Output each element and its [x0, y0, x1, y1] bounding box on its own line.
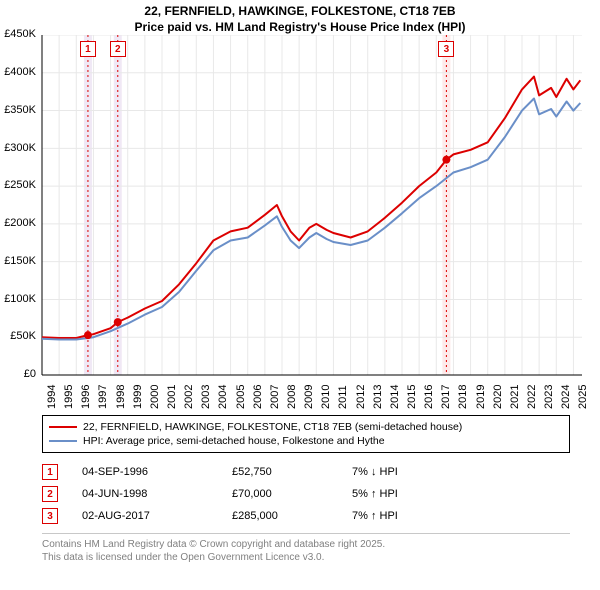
x-axis-label: 2025 — [577, 385, 589, 409]
y-axis-label: £200K — [2, 217, 36, 229]
y-axis-label: £100K — [2, 293, 36, 305]
legend-label: 22, FERNFIELD, HAWKINGE, FOLKESTONE, CT1… — [83, 421, 462, 433]
sales-row-change: 5% ↑ HPI — [352, 488, 472, 500]
footer-line2: This data is licensed under the Open Gov… — [42, 551, 570, 564]
x-axis-label: 1998 — [115, 385, 127, 409]
y-axis-label: £250K — [2, 179, 36, 191]
x-axis-label: 2004 — [217, 385, 229, 409]
chart-container: 22, FERNFIELD, HAWKINGE, FOLKESTONE, CT1… — [0, 0, 600, 590]
x-axis-label: 2017 — [440, 385, 452, 409]
title-line1: 22, FERNFIELD, HAWKINGE, FOLKESTONE, CT1… — [0, 4, 600, 20]
sales-row: 1 04-SEP-1996£52,7507% ↓ HPI — [42, 461, 570, 483]
x-axis-label: 2000 — [149, 385, 161, 409]
sales-row-price: £285,000 — [232, 510, 352, 522]
x-axis-label: 2005 — [235, 385, 247, 409]
x-axis-label: 2013 — [372, 385, 384, 409]
x-axis-label: 2003 — [200, 385, 212, 409]
y-axis-label: £450K — [2, 28, 36, 40]
legend-item: 22, FERNFIELD, HAWKINGE, FOLKESTONE, CT1… — [49, 420, 563, 434]
sales-row-price: £52,750 — [232, 466, 352, 478]
legend-item: HPI: Average price, semi-detached house,… — [49, 434, 563, 448]
sales-row-index: 3 — [42, 508, 58, 524]
sales-row-price: £70,000 — [232, 488, 352, 500]
sales-table: 1 04-SEP-1996£52,7507% ↓ HPI 2 04-JUN-1998£… — [42, 461, 570, 527]
x-axis-label: 1996 — [80, 385, 92, 409]
x-axis-label: 1997 — [97, 385, 109, 409]
legend-swatch — [49, 426, 77, 428]
legend-label: HPI: Average price, semi-detached house,… — [83, 435, 385, 447]
x-axis-label: 2007 — [269, 385, 281, 409]
x-axis-label: 2012 — [355, 385, 367, 409]
y-axis-label: £300K — [2, 142, 36, 154]
y-axis-label: £350K — [2, 104, 36, 116]
x-axis-label: 2001 — [166, 385, 178, 409]
chart-title: 22, FERNFIELD, HAWKINGE, FOLKESTONE, CT1… — [0, 0, 600, 35]
x-axis-label: 2024 — [560, 385, 572, 409]
x-axis-label: 2010 — [320, 385, 332, 409]
x-axis-label: 2018 — [457, 385, 469, 409]
y-axis-label: £400K — [2, 66, 36, 78]
x-axis-label: 2021 — [509, 385, 521, 409]
x-axis-label: 2022 — [526, 385, 538, 409]
sales-row-change: 7% ↓ HPI — [352, 466, 472, 478]
chart-plot-area: £0 £50K £100K £150K £200K £250K £300K £350K £400… — [0, 35, 600, 415]
x-axis-label: 2023 — [543, 385, 555, 409]
sales-row-change: 7% ↑ HPI — [352, 510, 472, 522]
sales-row-index: 2 — [42, 486, 58, 502]
x-axis-label: 2019 — [475, 385, 487, 409]
sales-row: 2 04-JUN-1998£70,0005% ↑ HPI — [42, 483, 570, 505]
sales-row: 3 02-AUG-2017£285,0007% ↑ HPI — [42, 505, 570, 527]
y-axis-label: £0 — [2, 368, 36, 380]
footer-line1: Contains HM Land Registry data © Crown c… — [42, 538, 570, 551]
sale-marker-1: 1 — [80, 41, 96, 57]
title-line2: Price paid vs. HM Land Registry's House … — [0, 20, 600, 36]
x-axis-label: 2020 — [492, 385, 504, 409]
sale-marker-3: 3 — [438, 41, 454, 57]
y-axis-label: £50K — [2, 330, 36, 342]
x-axis-label: 2014 — [389, 385, 401, 409]
x-axis-label: 2002 — [183, 385, 195, 409]
sales-row-date: 02-AUG-2017 — [82, 510, 232, 522]
x-axis-label: 1999 — [132, 385, 144, 409]
x-axis-label: 1994 — [46, 385, 58, 409]
sales-row-date: 04-JUN-1998 — [82, 488, 232, 500]
x-axis-label: 2011 — [337, 386, 349, 410]
sale-marker-2: 2 — [110, 41, 126, 57]
x-axis-label: 2009 — [303, 385, 315, 409]
sales-row-index: 1 — [42, 464, 58, 480]
x-axis-label: 2016 — [423, 385, 435, 409]
legend: 22, FERNFIELD, HAWKINGE, FOLKESTONE, CT1… — [42, 415, 570, 453]
x-axis-label: 2008 — [286, 385, 298, 409]
x-axis-label: 2015 — [406, 385, 418, 409]
chart-svg — [0, 35, 600, 415]
sales-row-date: 04-SEP-1996 — [82, 466, 232, 478]
attribution-footer: Contains HM Land Registry data © Crown c… — [42, 533, 570, 564]
y-axis-label: £150K — [2, 255, 36, 267]
x-axis-label: 1995 — [63, 385, 75, 409]
x-axis-label: 2006 — [252, 385, 264, 409]
legend-swatch — [49, 440, 77, 442]
